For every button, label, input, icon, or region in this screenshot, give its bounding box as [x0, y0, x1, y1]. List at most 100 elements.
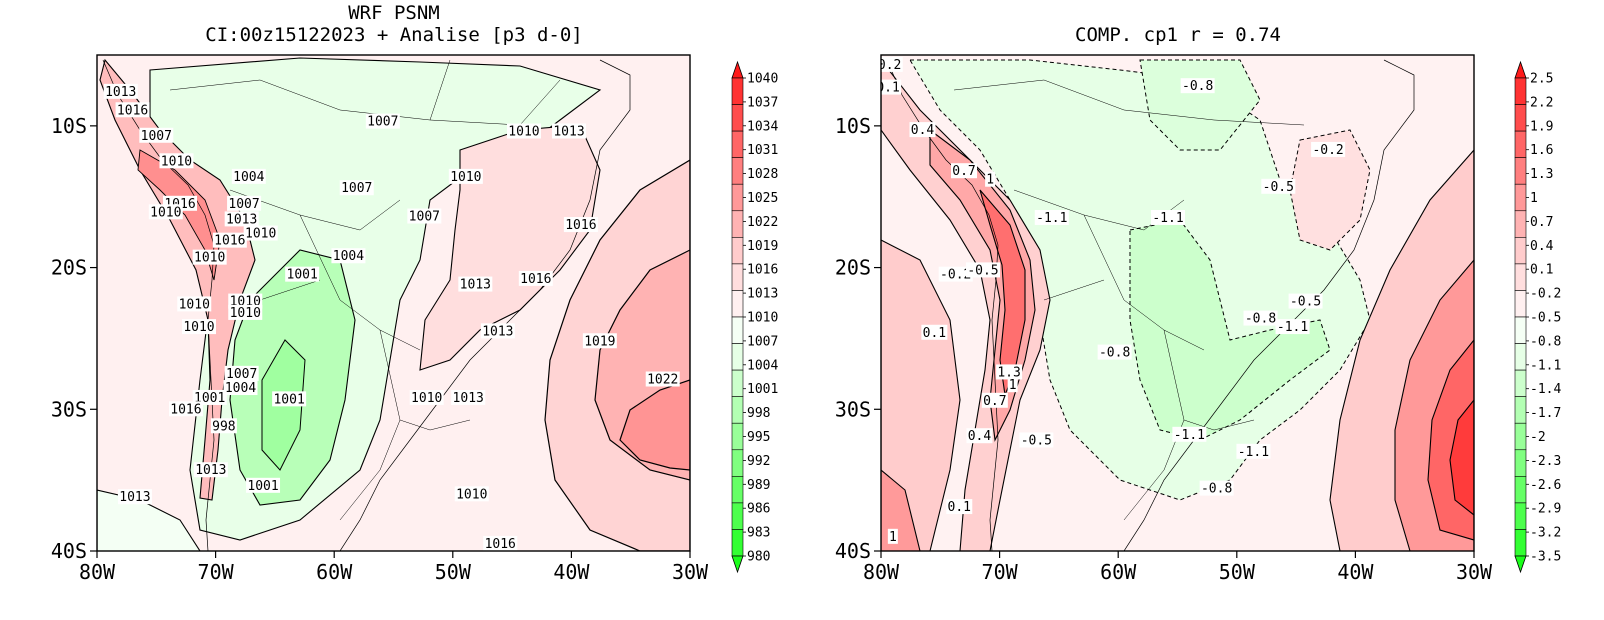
contour-label-bg — [946, 499, 973, 515]
colorbar-swatch — [731, 210, 744, 238]
contour-label-bg — [1261, 178, 1296, 194]
psnm-title-line-1: WRF PSNM — [348, 2, 440, 24]
contour-label-bg — [938, 266, 973, 282]
contour-label-bg — [407, 208, 442, 224]
contour-label: 1019 — [584, 334, 615, 349]
contour-label: 1007 — [141, 129, 172, 144]
contour-label-bg — [192, 389, 227, 405]
contour-label: 1001 — [287, 268, 318, 283]
contour-label: 1004 — [333, 249, 364, 264]
psnm-east-highland — [419, 124, 601, 371]
colorbar-swatch — [1514, 396, 1527, 424]
lon-tick-label: 30W — [1456, 560, 1493, 584]
contour-label-bg — [117, 489, 152, 505]
contour-label-bg — [365, 113, 400, 129]
psnm-frame — [96, 54, 691, 552]
contour-label-bg — [1019, 432, 1054, 448]
contour-label-bg — [228, 304, 263, 320]
colorbar-label: 1031 — [747, 143, 778, 158]
contour-label-bg — [448, 168, 483, 184]
lon-tick-label: 70W — [198, 560, 235, 584]
contour-label: -0.2 — [1312, 143, 1343, 158]
colorbar-swatch — [731, 263, 744, 291]
contour-label-bg — [966, 428, 993, 444]
contour-label: 1 — [1009, 378, 1017, 393]
contour-label: 1010 — [150, 205, 181, 220]
contour-label: 0.1 — [876, 81, 899, 96]
contour-label-bg — [1311, 141, 1346, 157]
colorbar-swatch — [1514, 529, 1527, 557]
colorbar-swatch — [731, 290, 744, 318]
contour-label: 1004 — [225, 381, 256, 396]
comp-borders — [953, 79, 1305, 521]
contour-label: 1007 — [409, 210, 440, 225]
lon-tick-label: 70W — [982, 560, 1019, 584]
psnm-axis-ticks: 80W 70W 60W 50W 40W 30W 10S 20S 30S 40S — [51, 114, 709, 584]
contour-label: 1004 — [233, 170, 264, 185]
colorbar-bottom-arrow — [1514, 555, 1527, 574]
contour-label: 1022 — [647, 373, 678, 388]
contour-label: 1016 — [117, 103, 148, 118]
contour-label: -0.5 — [1290, 295, 1321, 310]
comp-coastline — [886, 59, 999, 551]
colorbar-label: 1.9 — [1530, 119, 1553, 134]
colorbar-label: 995 — [747, 430, 770, 445]
contour-label: 998 — [212, 419, 235, 434]
colorbar-label: 2.2 — [1530, 95, 1553, 110]
contour-label: -0.8 — [1201, 482, 1232, 497]
contour-label-bg — [339, 180, 374, 196]
colorbar-label: 1034 — [747, 119, 778, 134]
colorbar-label: -2.6 — [1530, 478, 1561, 493]
psnm-east-coast — [339, 59, 631, 551]
contour-label-bg — [921, 324, 948, 340]
contour-label: 1007 — [228, 197, 259, 212]
contour-label: 1.3 — [997, 365, 1020, 380]
colorbar-label: 0.1 — [1530, 263, 1553, 278]
lon-tick-label: 80W — [79, 560, 116, 584]
contour-label: 0.7 — [983, 394, 1006, 409]
colorbar-label: 1.6 — [1530, 143, 1553, 158]
contour-label: 1013 — [119, 490, 150, 505]
contour-label-bg — [985, 171, 996, 187]
contour-label-bg — [210, 418, 237, 434]
colorbar-label: 1040 — [747, 72, 778, 87]
contour-label: 1 — [986, 173, 994, 188]
colorbar-swatch — [731, 529, 744, 557]
colorbar-label: -3.2 — [1530, 526, 1561, 541]
psnm-andes-core — [137, 149, 221, 281]
comp-atlantic-4 — [1449, 399, 1474, 516]
comp-green-core — [1129, 219, 1331, 441]
contour-label-bg — [887, 528, 898, 544]
contour-label: 0.1 — [948, 500, 971, 515]
colorbar-label: 1019 — [747, 239, 778, 254]
colorbar-label: -0.8 — [1530, 334, 1561, 349]
colorbar-label: 1037 — [747, 95, 778, 110]
contour-label-bg — [148, 204, 183, 220]
colorbar-label: 1022 — [747, 215, 778, 230]
contour-label-bg — [212, 232, 247, 248]
contour-label: 1016 — [170, 402, 201, 417]
colorbar-swatch — [1514, 343, 1527, 371]
contour-label: 1016 — [565, 218, 596, 233]
colorbar-swatch — [1514, 77, 1527, 105]
lon-tick-label: 60W — [316, 560, 353, 584]
colorbar-swatch — [731, 157, 744, 185]
contour-label-bg — [223, 380, 258, 396]
contour-label: 1013 — [105, 85, 136, 100]
lon-tick-label: 80W — [863, 560, 900, 584]
contour-label: -1.1 — [1174, 428, 1205, 443]
contour-label: 1016 — [520, 272, 551, 287]
contour-label: 1010 — [161, 154, 192, 169]
colorbar-label: 1004 — [747, 358, 778, 373]
lon-tick-label: 50W — [1219, 560, 1256, 584]
contour-label-bg — [243, 225, 278, 241]
contour-label-bg — [483, 535, 518, 551]
colorbar-label: 1.3 — [1530, 167, 1553, 182]
colorbar-swatch — [1514, 316, 1527, 344]
comp-contour-labels: -0.20.10.40.71-1.1-0.2-0.50.11.310.70.4-… — [876, 56, 1346, 545]
contour-label-bg — [1236, 443, 1271, 459]
contour-label-bg — [115, 102, 150, 118]
contour-label-bg — [582, 333, 617, 349]
contour-label-bg — [454, 486, 489, 502]
colorbar-label: 1016 — [747, 263, 778, 278]
